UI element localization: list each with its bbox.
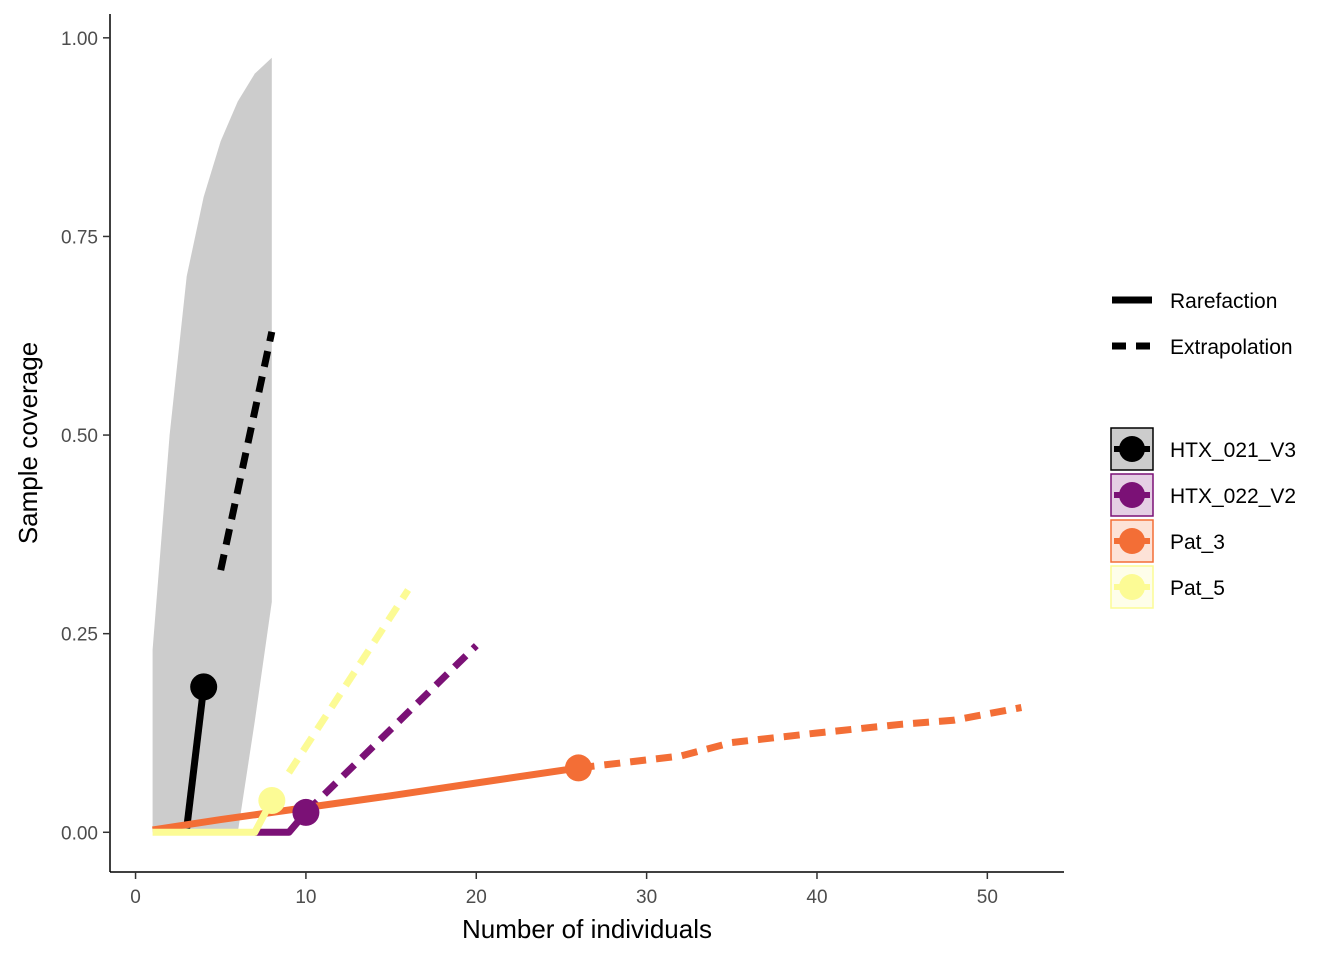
rarefaction-line-htx-021-v3 [183, 686, 208, 829]
legend-key-pat-5 [1110, 565, 1154, 609]
legend-label-pat-5: Pat_5 [1170, 577, 1225, 600]
plot-bands-layer [152, 57, 272, 833]
extrapolation-line-pat-3 [578, 704, 1023, 772]
extrapolation-line-htx-022-v2 [303, 643, 479, 815]
axes-layer: 0 10 20 30 40 50 0.00 0.25 0.50 0.75 1.00 [61, 14, 1064, 908]
y-tick-label: 1.00 [61, 29, 98, 50]
x-tick-label: 20 [466, 887, 487, 908]
legend-key-htx-022-v2 [1110, 473, 1154, 517]
x-tick-label: 10 [295, 887, 316, 908]
legend-key-htx-021-v3 [1110, 427, 1154, 471]
x-axis-ticks: 0 10 20 30 40 50 [130, 872, 998, 908]
plot-lines-layer [152, 331, 1023, 836]
x-tick-label: 0 [130, 887, 141, 908]
y-tick-label: 0.75 [61, 227, 98, 248]
x-axis-title: Number of individuals [462, 914, 712, 944]
rarefaction-line-pat-3 [152, 764, 580, 834]
observed-point-htx-021-v3 [190, 673, 218, 701]
legend-key-pat-3 [1110, 519, 1154, 563]
legend-label-rarefaction: Rarefaction [1170, 290, 1277, 313]
x-tick-label: 30 [636, 887, 657, 908]
observed-point-htx-022-v2 [292, 798, 320, 826]
y-axis-ticks: 0.00 0.25 0.50 0.75 1.00 [61, 29, 110, 844]
legend-label-pat-3: Pat_3 [1170, 531, 1225, 554]
method-legend: Rarefaction Extrapolation [1112, 290, 1293, 359]
x-tick-label: 50 [977, 887, 998, 908]
legend-label-extrapolation: Extrapolation [1170, 336, 1293, 359]
observed-point-pat-5 [258, 787, 286, 814]
y-tick-label: 0.50 [61, 426, 98, 447]
x-tick-label: 40 [806, 887, 827, 908]
y-tick-label: 0.00 [61, 823, 98, 844]
confidence-band-htx-021-v3 [152, 57, 272, 833]
y-axis-title: Sample coverage [13, 342, 43, 544]
series-legend: HTX_021_V3 HTX_022_V2 Pat_3 Pat_5 [1110, 427, 1296, 609]
y-tick-label: 0.25 [61, 625, 98, 646]
legend-label-htx-022-v2: HTX_022_V2 [1170, 485, 1296, 508]
plot-points-layer [190, 673, 592, 826]
extrapolation-line-pat-5 [285, 588, 412, 775]
legend-label-htx-021-v3: HTX_021_V3 [1170, 439, 1296, 462]
observed-point-pat-3 [564, 754, 592, 782]
extrapolation-line-htx-021-v3 [217, 331, 276, 571]
